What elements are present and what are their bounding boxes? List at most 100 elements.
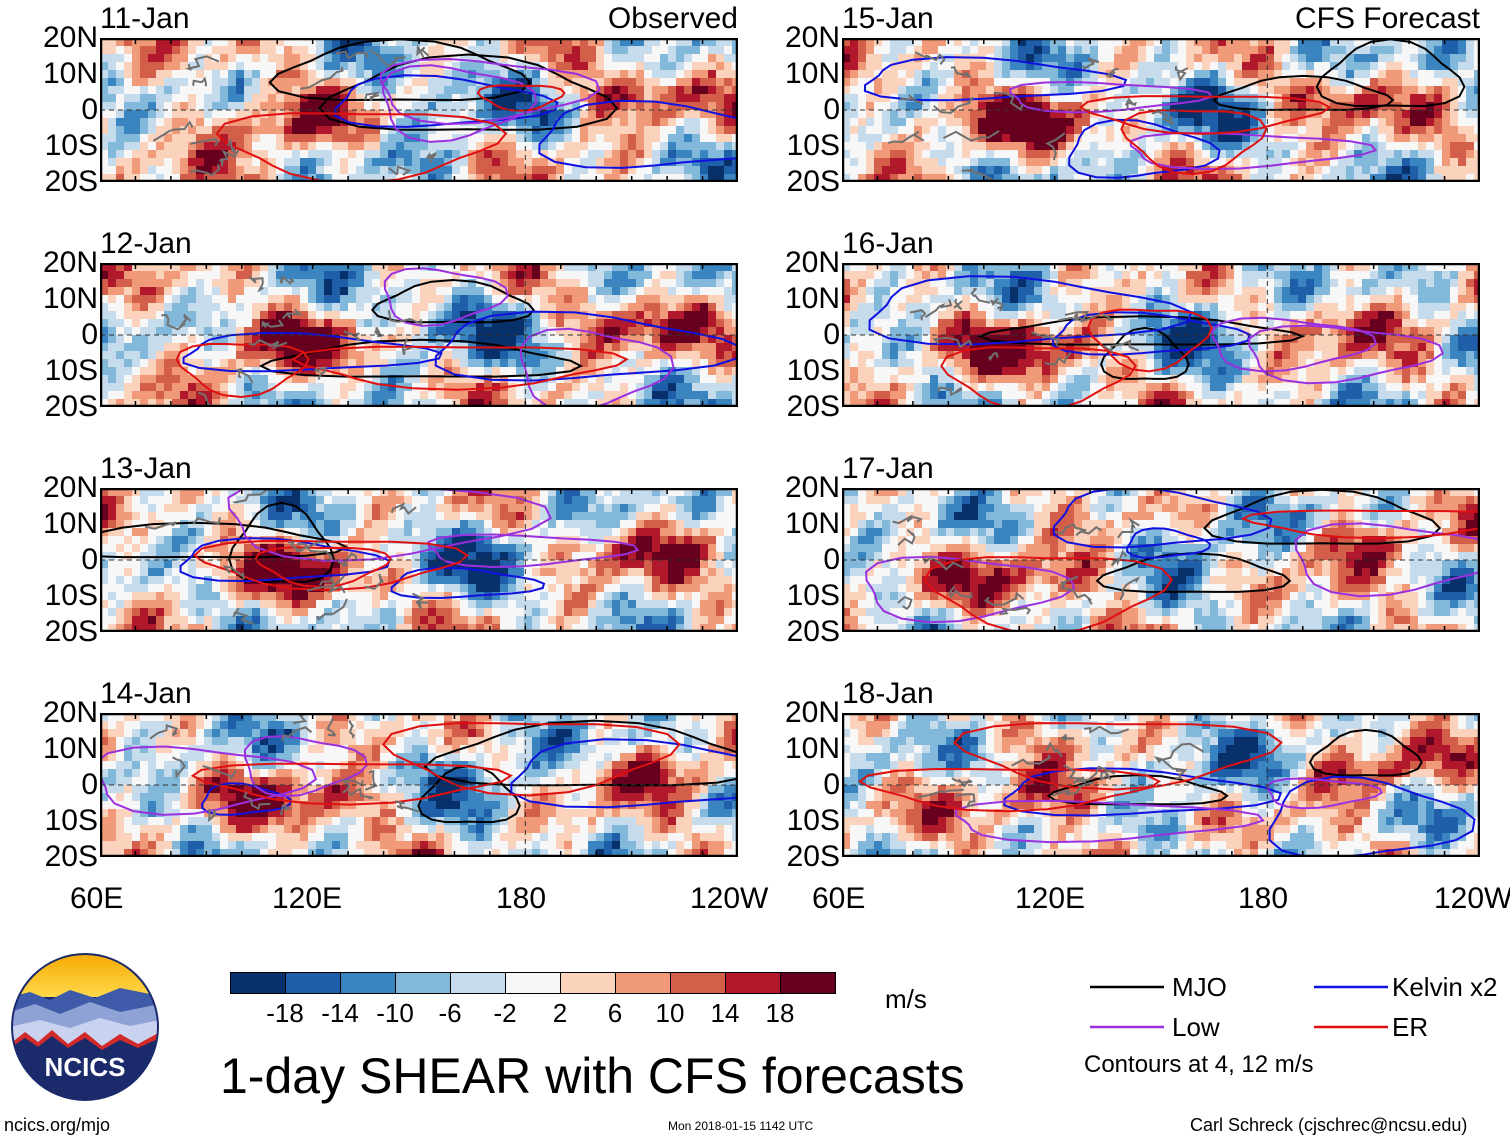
lat-tick-label: 0 bbox=[823, 768, 840, 801]
lat-tick-label: 0 bbox=[823, 318, 840, 351]
chart-title: 1-day SHEAR with CFS forecasts bbox=[220, 1048, 965, 1104]
colorbar-tick-label: -14 bbox=[321, 998, 359, 1028]
panel-date-label: 12-Jan bbox=[100, 227, 192, 260]
shear-map-panel bbox=[100, 263, 738, 407]
lon-tick-label: 120E bbox=[1015, 882, 1086, 915]
lon-tick-label: 180 bbox=[496, 882, 547, 915]
lon-tick-label: 60E bbox=[70, 882, 124, 915]
legend-label-er: ER bbox=[1392, 1012, 1429, 1042]
lat-tick-label: 10N bbox=[784, 732, 840, 765]
shear-map-panel bbox=[842, 488, 1480, 632]
lat-tick-label: 20N bbox=[42, 246, 98, 279]
colorbar-tick-label: 2 bbox=[552, 998, 568, 1028]
lat-tick-label: 10S bbox=[786, 579, 840, 612]
lat-tick-label: 20N bbox=[784, 246, 840, 279]
legend-line-er bbox=[1314, 1025, 1388, 1029]
observed-label: Observed bbox=[607, 2, 738, 35]
legend-line-low bbox=[1090, 1025, 1164, 1029]
lat-tick-label: 20N bbox=[784, 21, 840, 54]
lat-tick-label: 10S bbox=[44, 579, 98, 612]
lat-tick-label: 20S bbox=[44, 390, 98, 423]
colorbar-tick-label: -2 bbox=[493, 998, 517, 1028]
colorbar-tick-label: -6 bbox=[438, 998, 462, 1028]
lon-tick-label: 60E bbox=[812, 882, 866, 915]
colorbar-tick-label: 14 bbox=[710, 998, 740, 1028]
lat-tick-label: 20N bbox=[784, 696, 840, 729]
colorbar-swatch bbox=[340, 972, 396, 994]
colorbar-tick-label: 10 bbox=[655, 998, 685, 1028]
lat-tick-label: 10S bbox=[786, 354, 840, 387]
units-label: m/s bbox=[885, 984, 927, 1014]
panel-date-label: 15-Jan bbox=[842, 2, 934, 35]
colorbar-swatch bbox=[230, 972, 286, 994]
shear-map-panel bbox=[100, 38, 738, 182]
legend-line-mjo bbox=[1090, 985, 1164, 989]
lat-tick-label: 0 bbox=[81, 768, 98, 801]
lat-tick-label: 20S bbox=[44, 615, 98, 648]
colorbar-tick-label: 6 bbox=[607, 998, 623, 1028]
colorbar-swatch bbox=[780, 972, 836, 994]
logo-text: NCICS bbox=[45, 1052, 126, 1082]
lat-tick-label: 20N bbox=[42, 696, 98, 729]
cfs-forecast-label: CFS Forecast bbox=[1294, 2, 1480, 35]
ncics-logo: NCICS bbox=[11, 953, 159, 1101]
panel-date-label: 11-Jan bbox=[100, 2, 190, 35]
footer-timestamp: Mon 2018-01-15 1142 UTC bbox=[668, 1119, 814, 1133]
lat-tick-label: 20S bbox=[786, 615, 840, 648]
lat-tick-label: 20N bbox=[42, 21, 98, 54]
colorbar-swatch bbox=[395, 972, 451, 994]
colorbar-tick-label: -18 bbox=[266, 998, 304, 1028]
contours-note: Contours at 4, 12 m/s bbox=[1084, 1051, 1314, 1078]
lon-tick-label: 120W bbox=[1434, 882, 1510, 915]
colorbar-swatch bbox=[505, 972, 561, 994]
lat-tick-label: 10S bbox=[786, 129, 840, 162]
lat-tick-label: 10N bbox=[42, 732, 98, 765]
legend-line-kelvin bbox=[1314, 985, 1388, 989]
lat-tick-label: 10N bbox=[42, 507, 98, 540]
lat-tick-label: 0 bbox=[81, 93, 98, 126]
shear-map-panel bbox=[100, 488, 738, 632]
colorbar-swatch bbox=[450, 972, 506, 994]
footer-url: ncics.org/mjo bbox=[4, 1115, 111, 1135]
lat-tick-label: 10S bbox=[786, 804, 840, 837]
lat-tick-label: 10S bbox=[44, 129, 98, 162]
colorbar-tick-label: -10 bbox=[376, 998, 414, 1028]
lat-tick-label: 10N bbox=[42, 57, 98, 90]
lon-tick-label: 180 bbox=[1238, 882, 1289, 915]
panel-date-label: 14-Jan bbox=[100, 677, 192, 710]
lat-tick-label: 20S bbox=[786, 390, 840, 423]
lon-tick-label: 120W bbox=[690, 882, 769, 915]
colorbar-swatch bbox=[560, 972, 616, 994]
lat-tick-label: 0 bbox=[81, 318, 98, 351]
colorbar-tick-label: 18 bbox=[765, 998, 795, 1028]
lat-tick-label: 10S bbox=[44, 804, 98, 837]
lat-tick-label: 10N bbox=[784, 507, 840, 540]
lon-tick-label: 120E bbox=[272, 882, 343, 915]
panel-date-label: 16-Jan bbox=[842, 227, 934, 260]
lat-tick-label: 0 bbox=[81, 543, 98, 576]
legend-label-kelvin: Kelvin x2 bbox=[1392, 972, 1498, 1002]
panel-date-label: 17-Jan bbox=[842, 452, 934, 485]
lat-tick-label: 20S bbox=[786, 840, 840, 873]
legend-label-low: Low bbox=[1172, 1012, 1220, 1042]
lat-tick-label: 10N bbox=[784, 282, 840, 315]
colorbar-swatch bbox=[615, 972, 671, 994]
panel-date-label: 13-Jan bbox=[100, 452, 192, 485]
legend-label-mjo: MJO bbox=[1172, 972, 1227, 1002]
lat-tick-label: 20N bbox=[784, 471, 840, 504]
lat-tick-label: 0 bbox=[823, 93, 840, 126]
panel-date-label: 18-Jan bbox=[842, 677, 934, 710]
shear-map-panel bbox=[842, 713, 1480, 857]
lat-tick-label: 20S bbox=[786, 165, 840, 198]
lat-tick-label: 20S bbox=[44, 165, 98, 198]
lat-tick-label: 20S bbox=[44, 840, 98, 873]
lat-tick-label: 10S bbox=[44, 354, 98, 387]
colorbar-swatch bbox=[725, 972, 781, 994]
shear-map-panel bbox=[842, 263, 1480, 407]
lat-tick-label: 0 bbox=[823, 543, 840, 576]
shear-map-panel bbox=[842, 38, 1480, 182]
lat-tick-label: 10N bbox=[784, 57, 840, 90]
shear-map-panel bbox=[100, 713, 738, 857]
colorbar-swatch bbox=[285, 972, 341, 994]
footer-author: Carl Schreck (cjschrec@ncsu.edu) bbox=[1190, 1115, 1468, 1135]
